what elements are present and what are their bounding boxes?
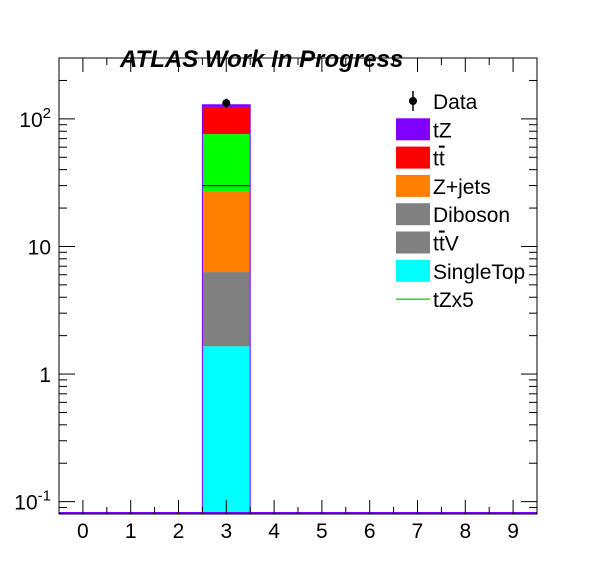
legend-swatch <box>396 203 430 226</box>
y-tick-label: 102 <box>19 105 51 132</box>
legend-label: SingleTop <box>433 261 525 284</box>
x-tick-label: 5 <box>316 520 328 543</box>
data-points <box>222 98 231 108</box>
legend-label: tt <box>433 148 445 171</box>
bar-ttbar-sub <box>202 134 251 192</box>
legend-label: Z+jets <box>433 176 491 199</box>
legend-label: tZx5 <box>433 289 474 312</box>
bar-singletop <box>202 346 251 514</box>
x-tick-label: 9 <box>507 520 519 543</box>
legend-marker-data <box>409 97 417 105</box>
data-point <box>222 99 231 108</box>
chart-title: ATLAS Work In Progress <box>119 46 403 73</box>
legend-swatch <box>396 259 430 282</box>
y-tick-label: 10 <box>28 236 51 259</box>
y-axis-ticks: 10-1 1 10 102 <box>14 57 537 515</box>
legend-label: Data <box>433 91 478 114</box>
x-tick-label: 3 <box>220 520 232 543</box>
bar-z-jets <box>202 191 251 273</box>
y-tick-label: 1 <box>39 364 51 387</box>
bar-ttbarv <box>202 272 251 347</box>
legend-swatch <box>396 146 430 169</box>
plot-frame <box>58 57 538 515</box>
x-tick-label: 6 <box>364 520 376 543</box>
x-axis-ticks: 0 1 2 3 4 5 6 7 8 9 <box>58 58 538 543</box>
x-tick-label: 2 <box>173 520 185 543</box>
legend-swatch <box>396 174 430 197</box>
x-tick-label: 8 <box>459 520 471 543</box>
legend: Data tZ tt Z+jets Diboson ttV SingleTop tZx5 <box>396 91 525 312</box>
x-tick-label: 0 <box>77 520 89 543</box>
legend-swatch <box>396 231 430 254</box>
legend-label: tZ <box>433 119 452 142</box>
x-tick-label: 1 <box>125 520 137 543</box>
legend-swatch <box>396 118 430 141</box>
y-tick-label: 10-1 <box>14 488 51 515</box>
x-tick-label: 4 <box>268 520 280 543</box>
x-tick-label: 7 <box>412 520 424 543</box>
legend-label: Diboson <box>433 204 510 227</box>
bar-ttbar <box>202 106 251 135</box>
signal-overlay <box>202 185 251 188</box>
legend-label: ttV <box>433 233 459 256</box>
